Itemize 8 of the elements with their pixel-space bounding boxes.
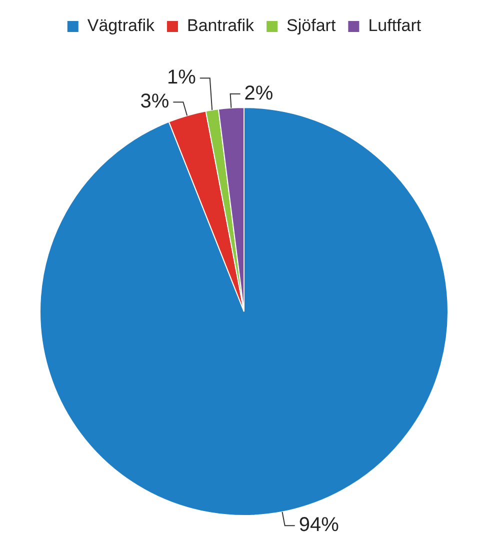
data-label: 2% [244,82,274,104]
legend-label: Luftfart [368,16,422,36]
data-label: 1% [166,66,196,89]
legend-label: Bantrafik [186,16,255,36]
data-label: 94% [298,514,340,536]
legend-label: Vägtrafik [87,16,155,36]
legend-label: Sjöfart [286,16,336,36]
data-label: 3% [140,90,170,113]
